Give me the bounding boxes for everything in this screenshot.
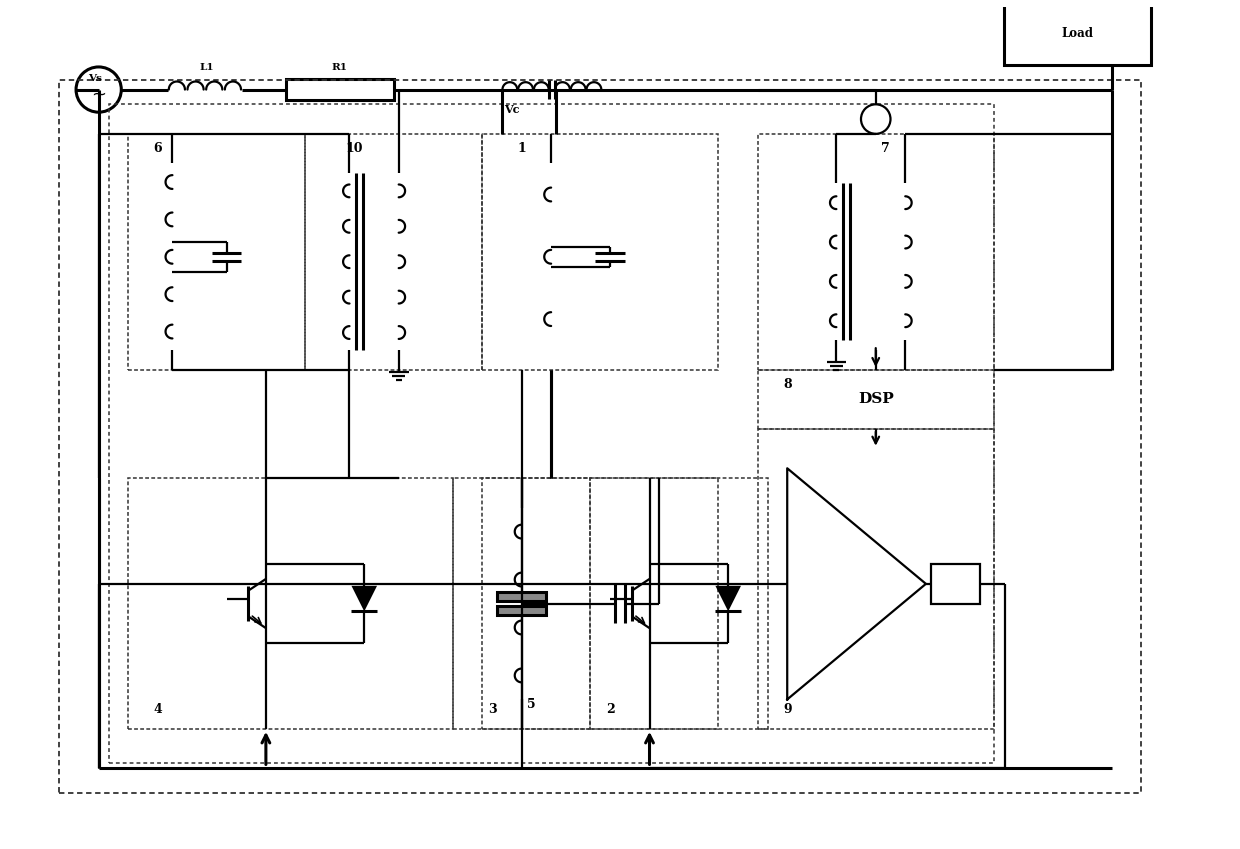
Bar <box>285 79 394 100</box>
Text: 10: 10 <box>346 142 363 155</box>
Bar <box>758 370 993 429</box>
Text: Vc: Vc <box>503 104 520 115</box>
Text: 6: 6 <box>154 142 162 155</box>
Text: R1: R1 <box>331 64 347 72</box>
Bar <box>453 478 590 729</box>
Bar <box>497 592 547 600</box>
Text: 3: 3 <box>487 703 496 716</box>
Text: Vs: Vs <box>88 74 102 83</box>
Bar <box>590 478 768 729</box>
Bar <box>497 606 547 616</box>
Text: 2: 2 <box>606 703 615 716</box>
Bar <box>482 134 718 370</box>
Text: Load: Load <box>1061 27 1094 40</box>
Text: 9: 9 <box>782 703 791 716</box>
Text: DSP: DSP <box>858 392 894 407</box>
Text: 4: 4 <box>154 703 162 716</box>
Bar <box>305 134 482 370</box>
Text: ~: ~ <box>92 86 107 104</box>
Bar <box>931 565 980 604</box>
Polygon shape <box>715 586 742 611</box>
Text: 1: 1 <box>517 142 526 155</box>
Bar <box>1003 1 1151 65</box>
Bar <box>758 429 993 729</box>
Polygon shape <box>351 586 377 611</box>
Bar <box>482 478 718 729</box>
Bar <box>128 134 305 370</box>
Text: 7: 7 <box>882 142 890 155</box>
Bar <box>758 134 993 370</box>
Bar <box>109 104 993 763</box>
Text: L1: L1 <box>200 64 215 72</box>
Bar <box>128 478 453 729</box>
Text: 5: 5 <box>527 698 536 711</box>
Text: 8: 8 <box>782 378 791 391</box>
Bar <box>60 80 1141 793</box>
